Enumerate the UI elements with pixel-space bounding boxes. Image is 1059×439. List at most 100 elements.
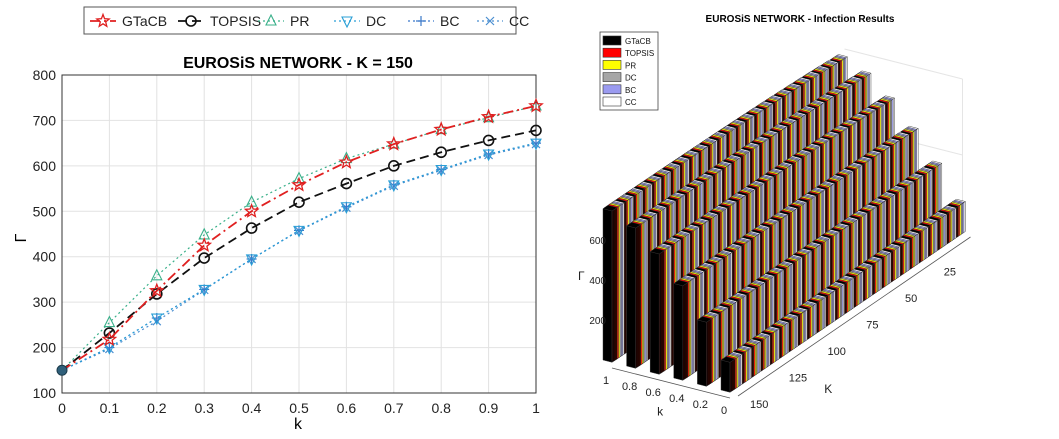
y-tick-label: 700	[33, 112, 57, 128]
bar-front-gtacb	[697, 319, 707, 387]
bar-side-gtacb	[658, 250, 665, 375]
legend-marker-gtacb	[95, 12, 111, 28]
legend-marker-bc	[416, 16, 426, 26]
legend-label-cc: CC	[509, 13, 529, 29]
K-axis-label: K	[824, 382, 832, 396]
series-cc	[61, 139, 541, 371]
bar-top-gtacb	[696, 316, 713, 323]
x-tick-label: 1	[532, 400, 540, 416]
data-point-topsis	[293, 196, 305, 208]
legend-marker-dc	[341, 16, 353, 29]
legend-label-bc: BC	[625, 86, 636, 95]
x-tick-label: 0.2	[147, 400, 167, 416]
y-tick-label: 600	[33, 158, 57, 174]
data-point-pr	[435, 122, 448, 135]
legend-label-pr: PR	[290, 13, 309, 29]
line-chart-series	[56, 97, 544, 376]
data-point-dc	[387, 180, 400, 193]
k-axis-line	[611, 367, 731, 399]
back-wall-grid-line	[844, 48, 963, 80]
x-tick-label: 0	[58, 400, 66, 416]
bar-front-gtacb	[673, 283, 684, 381]
data-point-dc	[435, 164, 448, 177]
x-tick-label: 0.9	[479, 400, 499, 416]
data-point-topsis	[530, 124, 542, 137]
data-point-gtacb	[385, 135, 402, 151]
legend-label-pr: PR	[625, 61, 636, 70]
y-tick-label: 100	[33, 385, 57, 401]
data-point-pr	[293, 171, 305, 184]
data-point-topsis	[482, 134, 495, 147]
legend-label-dc: DC	[366, 13, 386, 29]
bar-top-gtacb	[649, 248, 665, 255]
bar-front-gtacb	[649, 251, 660, 375]
k-tick-label: 0.6	[646, 387, 661, 399]
legend-label-cc: CC	[625, 98, 637, 107]
data-point-topsis	[198, 252, 210, 264]
legend-marker-topsis	[185, 15, 197, 27]
legend-swatch-bc	[602, 84, 622, 95]
data-point-topsis	[245, 222, 258, 234]
data-point-gtacb	[196, 237, 213, 253]
legend-label-topsis: TOPSIS	[210, 13, 261, 29]
data-point-dc	[293, 225, 305, 238]
bar-side-gtacb	[706, 318, 712, 387]
legend-label-gtacb: GTaCB	[122, 13, 167, 29]
bar-top-gtacb	[720, 356, 736, 363]
bar-side-gtacb	[635, 224, 642, 369]
bar-side-gtacb	[682, 281, 689, 381]
data-point-gtacb	[101, 331, 118, 347]
line-chart-title: EUROSiS NETWORK - K = 150	[183, 55, 413, 72]
K-tick-label: 150	[750, 399, 768, 411]
k-tick-label: 0	[721, 405, 727, 417]
data-point-dc	[530, 138, 542, 151]
bar3d-chart-legend: GTaCB TOPSIS PR DC BC CC	[599, 31, 659, 111]
x-tick-label: 0.5	[289, 400, 309, 416]
data-point-dc	[340, 202, 353, 214]
x-tick-label: 0.3	[194, 400, 214, 416]
x-tick-label: 0.7	[384, 400, 404, 416]
bar-top-gtacb	[673, 279, 689, 287]
x-tick-label: 0.6	[337, 400, 357, 416]
bar-front-gtacb	[720, 359, 731, 393]
legend-box	[83, 6, 517, 35]
k-tick-label: 1	[603, 375, 609, 387]
K-tick-label: 125	[789, 373, 807, 385]
z-axis-label: Γ	[578, 269, 585, 283]
data-point-topsis	[151, 288, 163, 300]
y-tick-label: 500	[33, 203, 57, 219]
bar-side-gtacb	[611, 207, 618, 363]
data-point-pr	[150, 268, 163, 281]
data-point-dc	[198, 284, 211, 297]
data-point-dc	[150, 313, 163, 326]
data-point-dc	[482, 149, 495, 162]
start-data-point	[56, 364, 68, 376]
series-line-gtacb	[61, 105, 537, 372]
legend-marker-pr	[265, 13, 277, 26]
bar3d-chart-axes: 25 50 75 100 125 150 K 1 0.8 0.6 0.4 0.2 0 k 200 400 600…	[578, 236, 971, 419]
bar3d-chart-title: EUROSiS NETWORK - Infection Results	[706, 14, 895, 25]
series-gtacb	[61, 97, 544, 372]
x-tick-label: 0.4	[242, 400, 262, 416]
line-chart-panel: GTaCB TOPSIS PR DC BC CC EUROSiS NETWORK - K …	[13, 6, 544, 433]
data-point-gtacb	[528, 97, 544, 113]
data-point-dc	[245, 254, 258, 267]
K-tick-label: 75	[866, 320, 878, 332]
series-line-dc	[61, 142, 537, 371]
K-tick-label: 50	[905, 293, 917, 305]
bar-side-gtacb	[729, 358, 736, 393]
series-bc	[61, 138, 541, 371]
y-tick-label: 400	[33, 249, 57, 265]
legend-label-dc: DC	[625, 74, 637, 83]
z-tick-label: 600	[589, 236, 606, 247]
data-point-pr	[530, 98, 542, 111]
z-tick-label: 400	[589, 276, 606, 287]
bar-top-gtacb	[626, 222, 642, 229]
data-point-gtacb	[148, 282, 165, 298]
legend-swatch-dc	[602, 72, 622, 82]
line-chart-xlabel: k	[294, 416, 303, 433]
data-point-topsis	[387, 160, 400, 172]
bar3d-chart-bars	[602, 54, 966, 393]
y-tick-label: 300	[33, 294, 57, 310]
legend-label-bc: BC	[440, 13, 459, 29]
